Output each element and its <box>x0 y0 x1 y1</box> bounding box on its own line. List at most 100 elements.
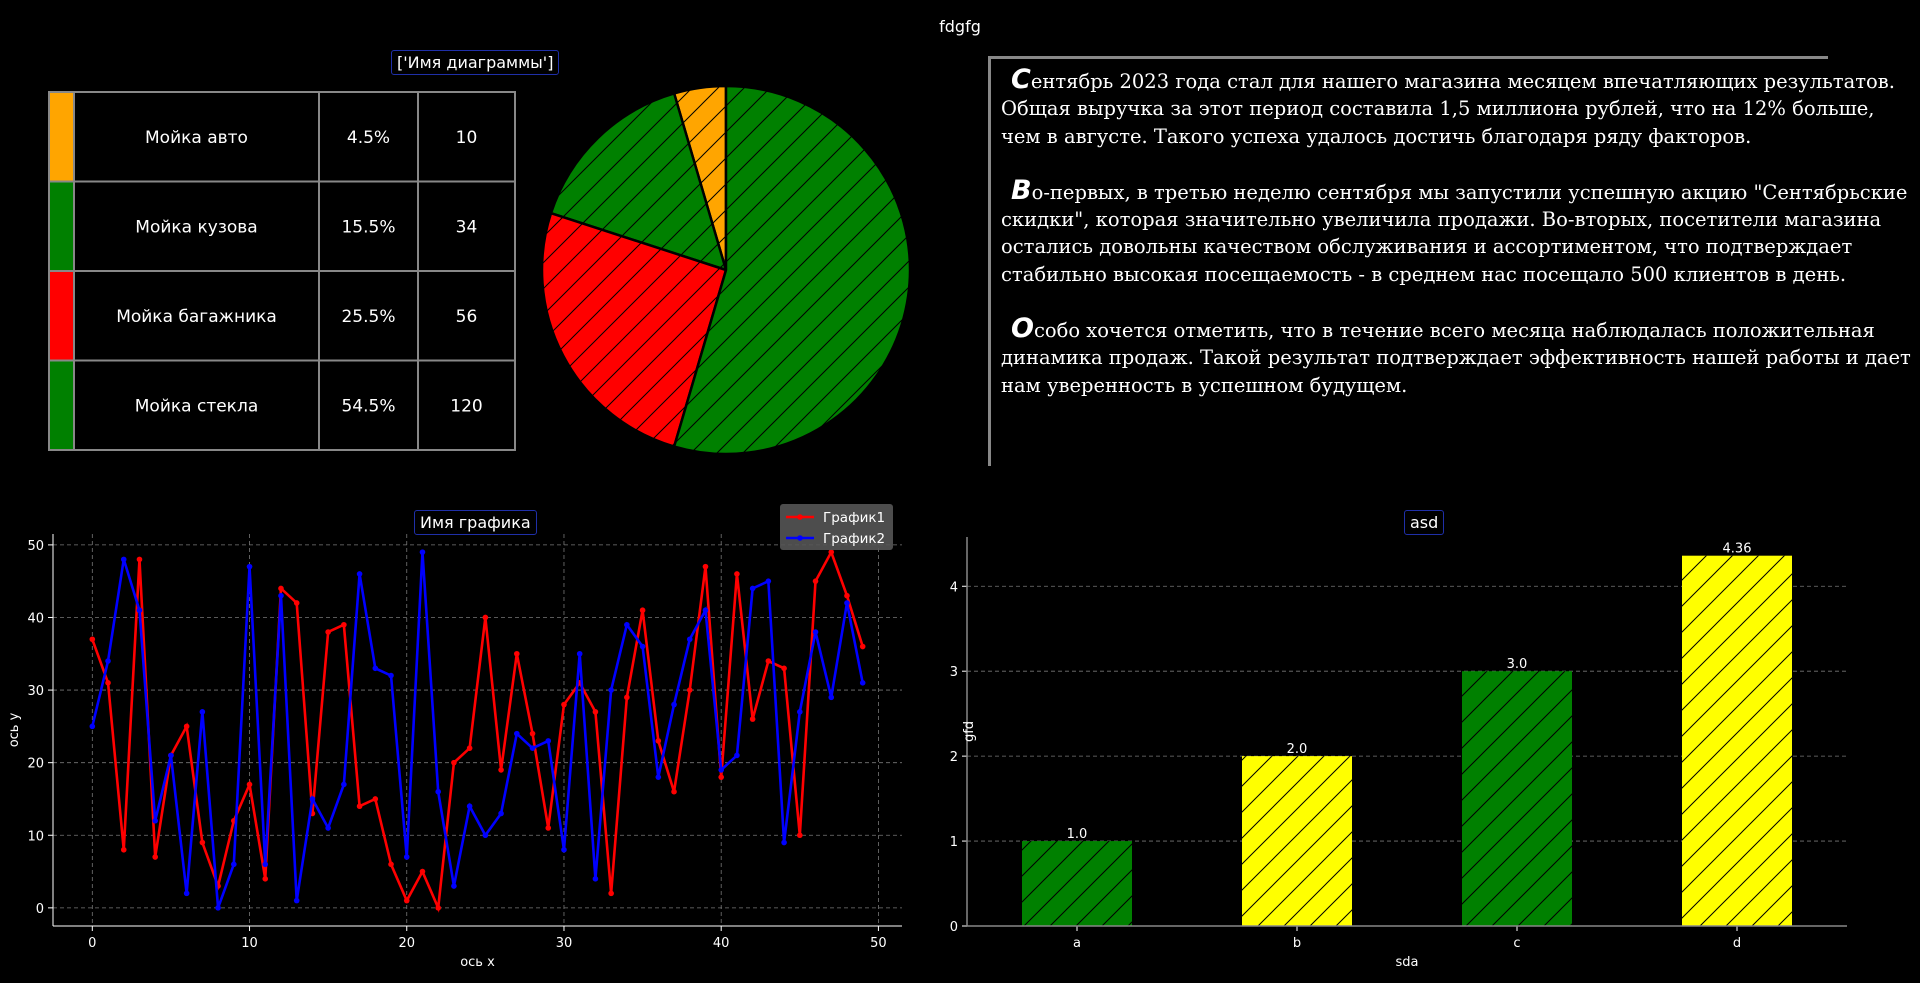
data-point <box>624 621 630 628</box>
paragraph-2: Во-первых, в третью неделю сентября мы з… <box>1001 177 1916 288</box>
bar-chart: 0 1 2 3 4 1.0 a 2.0 b 3.0 c 4.36 d sda gfd <box>950 537 1847 970</box>
bar-hatch <box>1682 555 1792 926</box>
data-point <box>498 810 504 817</box>
legend-label: График2 <box>823 531 885 547</box>
data-point <box>859 643 866 650</box>
data-label: 3.0 <box>1507 657 1528 672</box>
data-point <box>120 556 127 563</box>
y-tick-label: 0 <box>950 920 958 935</box>
data-point <box>451 883 457 889</box>
data-point <box>451 759 457 766</box>
data-point <box>466 803 473 810</box>
data-point <box>262 876 269 882</box>
data-point <box>199 709 206 715</box>
data-point <box>262 861 269 868</box>
data-point <box>529 745 536 751</box>
bar: 3.0 <box>1462 657 1572 926</box>
x-axis-label: sda <box>1396 955 1419 970</box>
pie-slice-hatch <box>540 211 728 449</box>
data-point <box>466 745 473 751</box>
bar-hatch <box>1462 671 1572 926</box>
paragraph-text: собо хочется отметить, что в течение все… <box>1001 319 1911 397</box>
data-point <box>686 636 693 643</box>
data-point <box>231 861 237 868</box>
y-tick-label: 4 <box>950 580 958 595</box>
data-point <box>702 607 709 614</box>
table-cell <box>417 359 516 451</box>
data-point <box>435 905 441 911</box>
y-axis-label: gfd <box>962 721 977 742</box>
data-point <box>293 600 300 606</box>
data-point <box>341 621 347 628</box>
bar-hatch <box>1022 841 1132 926</box>
table-cell <box>318 180 419 272</box>
series <box>89 549 866 911</box>
data-point <box>781 839 787 846</box>
y-tick-label: 30 <box>27 684 44 699</box>
data-point <box>341 781 347 788</box>
data-point <box>545 825 552 831</box>
data-point <box>482 832 489 839</box>
table-cell <box>417 91 516 183</box>
series <box>89 548 866 913</box>
data-point <box>403 854 410 860</box>
data-point <box>655 738 662 744</box>
table-label: Мойка багажника <box>116 307 277 327</box>
table-value: 10 <box>456 128 478 148</box>
x-axis-label: ось x <box>460 955 495 970</box>
data-point <box>592 709 599 715</box>
data-point <box>89 636 96 643</box>
pie-chart <box>540 84 912 456</box>
data-point <box>105 658 111 664</box>
bar: 1.0 <box>1022 827 1132 926</box>
data-point <box>514 730 520 737</box>
data-point <box>844 600 850 606</box>
data-point <box>136 607 143 614</box>
table-label: Мойка стекла <box>135 396 258 416</box>
table-cell <box>417 180 516 272</box>
y-tick-label: 50 <box>27 539 44 554</box>
data-label: 1.0 <box>1067 827 1088 842</box>
data-point <box>702 563 709 570</box>
x-tick-label: 10 <box>241 936 258 951</box>
table-value: 120 <box>450 396 482 416</box>
data-point <box>844 592 850 599</box>
data-point <box>655 774 662 780</box>
drop-cap: С <box>1011 64 1031 95</box>
legend-marker <box>797 535 803 541</box>
table-row: Мойка стекла 54.5% 120 <box>48 359 516 451</box>
data-label: 4.36 <box>1723 542 1752 557</box>
x-tick-label: c <box>1513 936 1520 951</box>
data-point <box>356 571 363 577</box>
data-point <box>812 629 819 635</box>
data-point <box>671 788 677 795</box>
table-color-cell <box>48 91 75 183</box>
x-tick-label: 50 <box>870 936 887 951</box>
data-point <box>828 549 835 555</box>
data-point <box>781 665 787 672</box>
pie-slice-hatch <box>549 91 728 272</box>
data-point <box>514 650 520 657</box>
bar: 2.0 <box>1242 742 1352 926</box>
data-point <box>325 629 331 635</box>
data-point <box>435 788 441 795</box>
pie-slice-hatch <box>672 84 912 456</box>
data-point <box>293 897 300 904</box>
x-tick-label: 30 <box>556 936 573 951</box>
data-point <box>718 767 724 773</box>
table-title: ['Имя диаграммы'] <box>391 50 560 75</box>
data-point <box>734 571 740 577</box>
y-tick-label: 0 <box>36 902 44 917</box>
data-point <box>356 803 363 810</box>
data-point <box>797 709 803 715</box>
table-row: Мойка авто 4.5% 10 <box>48 91 516 183</box>
series-line <box>91 552 864 909</box>
table-cell <box>318 270 419 362</box>
data-point <box>372 665 379 672</box>
data-point <box>152 817 158 824</box>
table-percent: 4.5% <box>347 128 390 148</box>
data-point <box>183 723 190 730</box>
y-tick-label: 3 <box>950 665 958 680</box>
table-color-cell <box>48 359 75 451</box>
pie-slice <box>672 84 912 456</box>
